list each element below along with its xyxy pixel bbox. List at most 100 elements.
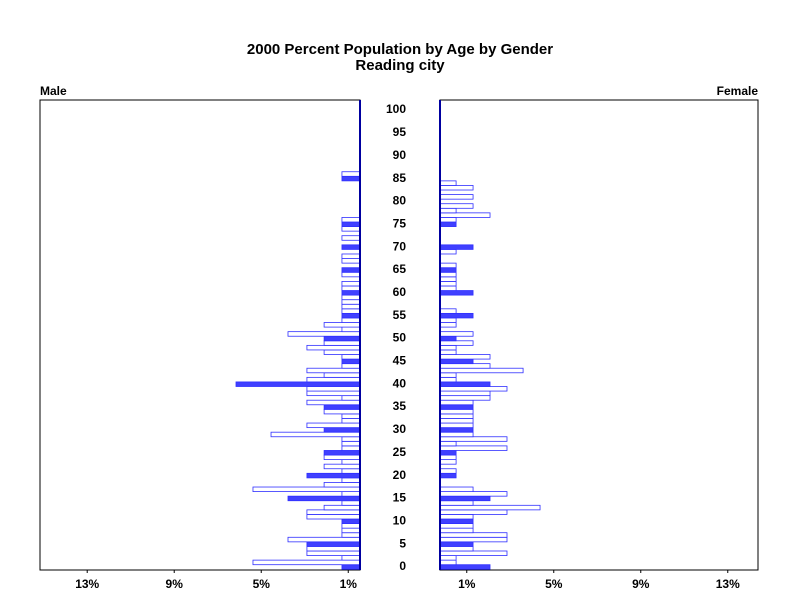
bar bbox=[323, 372, 361, 378]
bar bbox=[439, 450, 457, 456]
bar bbox=[341, 363, 361, 369]
bar bbox=[306, 541, 361, 547]
bar bbox=[341, 445, 361, 451]
bar bbox=[323, 482, 361, 488]
bar bbox=[439, 468, 457, 474]
bar bbox=[439, 491, 508, 497]
panel-label: Female bbox=[717, 84, 759, 98]
bar bbox=[287, 495, 361, 502]
bar bbox=[439, 221, 457, 227]
bar bbox=[306, 386, 361, 392]
bar bbox=[252, 559, 361, 566]
y-tick-label: 75 bbox=[393, 216, 407, 230]
bar bbox=[439, 427, 474, 433]
y-tick-label: 15 bbox=[393, 491, 407, 505]
bar bbox=[439, 308, 457, 314]
bar bbox=[341, 491, 361, 497]
bar bbox=[341, 500, 361, 506]
bar bbox=[341, 244, 361, 250]
bar bbox=[287, 331, 361, 337]
bar bbox=[341, 354, 361, 360]
bar bbox=[341, 253, 361, 259]
bar bbox=[341, 285, 361, 291]
bar bbox=[439, 322, 457, 328]
chart-title: 2000 Percent Population by Age by Gender bbox=[247, 41, 553, 58]
bar bbox=[323, 454, 361, 461]
bar bbox=[439, 390, 491, 397]
x-tick-label: 5% bbox=[545, 577, 563, 591]
bar bbox=[439, 495, 491, 502]
bar bbox=[439, 386, 508, 392]
bar bbox=[341, 459, 361, 465]
bar bbox=[341, 564, 361, 570]
bar bbox=[341, 555, 361, 561]
bar bbox=[439, 523, 474, 529]
bar bbox=[306, 367, 361, 374]
bar bbox=[439, 381, 491, 387]
bar bbox=[306, 390, 361, 397]
bar bbox=[439, 358, 474, 365]
bar bbox=[439, 408, 474, 415]
bar bbox=[439, 194, 474, 200]
x-tick-label: 5% bbox=[253, 577, 271, 591]
bar bbox=[341, 299, 361, 305]
bar bbox=[341, 477, 361, 483]
bar bbox=[341, 518, 361, 524]
bar bbox=[439, 290, 474, 296]
bar bbox=[439, 504, 541, 511]
bar bbox=[439, 317, 457, 323]
bar bbox=[439, 500, 474, 506]
bar bbox=[439, 550, 508, 556]
bar bbox=[439, 207, 457, 214]
bar bbox=[341, 221, 361, 227]
x-tick-label: 9% bbox=[166, 577, 184, 591]
bar bbox=[323, 504, 361, 511]
x-tick-label: 1% bbox=[458, 577, 476, 591]
bar bbox=[439, 431, 474, 438]
bar bbox=[341, 527, 361, 534]
y-tick-label: 20 bbox=[393, 468, 407, 482]
bar bbox=[439, 555, 457, 561]
bar bbox=[439, 212, 491, 218]
x-tick-label: 1% bbox=[340, 577, 358, 591]
bar bbox=[341, 395, 361, 401]
bar bbox=[341, 281, 361, 287]
y-tick-label: 25 bbox=[393, 445, 407, 459]
chart-subtitle: Reading city bbox=[355, 57, 445, 74]
bar bbox=[323, 427, 361, 433]
bar bbox=[341, 532, 361, 538]
bar bbox=[439, 422, 474, 429]
bar bbox=[341, 440, 361, 447]
bar bbox=[439, 532, 508, 538]
bar bbox=[323, 340, 361, 346]
bar bbox=[341, 358, 361, 365]
bar bbox=[341, 312, 361, 319]
bar bbox=[306, 509, 361, 515]
y-tick-label: 45 bbox=[393, 354, 407, 368]
bar bbox=[323, 349, 361, 355]
y-tick-label: 50 bbox=[393, 331, 407, 345]
bar bbox=[439, 445, 508, 451]
bar bbox=[439, 527, 474, 534]
bar bbox=[439, 436, 508, 442]
bar bbox=[341, 267, 361, 273]
bar bbox=[341, 175, 361, 182]
y-tick-label: 80 bbox=[393, 194, 407, 208]
y-tick-label: 55 bbox=[393, 308, 407, 322]
bar bbox=[439, 185, 474, 191]
bar bbox=[323, 322, 361, 328]
y-tick-label: 95 bbox=[393, 125, 407, 139]
bar bbox=[439, 541, 474, 547]
bar bbox=[439, 514, 474, 520]
bar bbox=[439, 312, 474, 319]
bar bbox=[439, 281, 457, 287]
bar bbox=[341, 258, 361, 264]
bar bbox=[341, 217, 361, 223]
bar bbox=[306, 376, 361, 383]
bar bbox=[306, 472, 361, 479]
bar bbox=[341, 303, 361, 310]
bar bbox=[439, 418, 474, 424]
bar bbox=[306, 399, 361, 406]
bar bbox=[341, 317, 361, 323]
